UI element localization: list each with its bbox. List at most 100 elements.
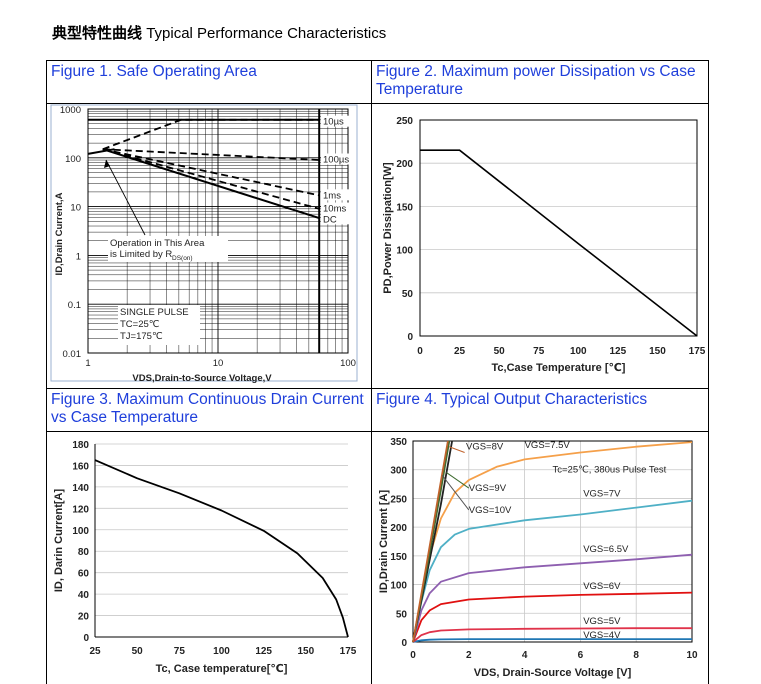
fig2-caption: Figure 2. Maximum power Dissipation vs C… — [376, 63, 696, 98]
fig4-xtick: 0 — [410, 650, 416, 661]
fig1-curve-label: 100µs — [323, 154, 349, 165]
fig3-caption: Figure 3. Maximum Continuous Drain Curre… — [51, 391, 364, 426]
fig4-curve-label: VGS=8V — [466, 442, 504, 453]
fig4-line-vgs7v — [412, 499, 693, 643]
fig4-leader-10v — [441, 475, 470, 511]
fig3-ylabel: ID, Darin Current[A] — [53, 489, 65, 593]
fig1-curve-label: DC — [323, 214, 337, 225]
fig4-line-vgs6.5v — [412, 553, 693, 643]
fig2-xtick: 100 — [570, 346, 587, 357]
fig1-caption: Figure 1. Safe Operating Area — [51, 63, 257, 80]
fig1-note-line1: Operation in This Area — [110, 238, 205, 249]
fig1-xtick: 10 — [213, 358, 224, 369]
fig1-tc-label: TC=25℃ — [120, 319, 160, 330]
fig2-ytick: 150 — [396, 202, 413, 213]
fig1-curve-label: 10ms — [323, 204, 346, 215]
fig1-ytick: 1 — [76, 251, 81, 262]
fig4-xtick: 10 — [686, 650, 698, 661]
fig1-curve-label-bg — [321, 189, 356, 201]
fig3-ytick: 120 — [72, 504, 89, 515]
fig4-ytick: 250 — [390, 494, 407, 505]
fig3-ytick: 140 — [72, 483, 89, 494]
fig4-ytick: 50 — [396, 609, 408, 620]
fig4-leader-9v — [446, 472, 470, 489]
fig3-xtick: 125 — [255, 646, 272, 657]
fig1-line-rdsonlimit — [87, 148, 115, 155]
fig1-arrow-head — [104, 160, 110, 168]
fig2-ytick: 250 — [396, 116, 413, 127]
fig4-ytick: 0 — [401, 638, 407, 649]
fig4-ytick: 200 — [390, 523, 407, 534]
fig4-curve-label: VGS=9V — [469, 483, 507, 494]
fig4-curve-label: VGS=6.5V — [583, 544, 629, 555]
fig1-curve-label-bg — [321, 115, 356, 127]
fig1-tj-label: TJ=175℃ — [120, 331, 163, 342]
fig4-ytick: 350 — [390, 437, 407, 448]
fig1-note-line2: is Limited by R — [110, 249, 172, 260]
fig1-ytick: 1000 — [60, 105, 81, 116]
fig4-xtick: 8 — [633, 650, 639, 661]
fig2-chart: 0 50 100 150 200 250 0 25 50 75 100 125 150 175 Tc,Cas… — [382, 116, 706, 374]
fig3-ytick: 40 — [78, 590, 90, 601]
fig1-plot-border — [87, 108, 349, 354]
fig1-ytick: 0.01 — [63, 349, 82, 360]
fig1-ylabel: ID,Drain Current,A — [54, 192, 65, 275]
fig4-line-vgs4v — [412, 638, 692, 643]
fig3-ytick: 0 — [83, 633, 89, 644]
fig1-frame — [50, 104, 358, 382]
fig4-curve-label: VGS=4V — [583, 630, 621, 641]
fig3-ytick: 100 — [72, 526, 89, 537]
fig1-pulse-bg — [118, 305, 200, 345]
page-title: 典型特性曲线 Typical Performance Characteristi… — [52, 22, 386, 43]
fig2-ytick: 200 — [396, 159, 413, 170]
fig3-chart: 0 20 40 60 80 100 120 140 160 180 25 50 75 100 125 150 1… — [53, 440, 357, 675]
fig2-ytick: 100 — [396, 246, 413, 257]
fig2-xtick: 25 — [454, 346, 466, 357]
fig4-ytick: 300 — [390, 466, 407, 477]
fig4-plot-border — [412, 440, 693, 643]
fig4-xtick: 6 — [578, 650, 584, 661]
fig2-ytick: 0 — [407, 332, 413, 343]
fig2-ytick: 50 — [402, 289, 414, 300]
fig2-xtick: 125 — [610, 346, 627, 357]
fig1-line-dc — [102, 148, 320, 220]
fig1-curve-label: 10µs — [323, 117, 344, 128]
figure-grid: Figure 1. Safe Operating Area Figure 2. … — [46, 60, 709, 684]
fig2-caption-cell: Figure 2. Maximum power Dissipation vs C… — [371, 60, 709, 104]
fig3-ytick: 160 — [72, 461, 89, 472]
fig2-xtick: 175 — [689, 346, 706, 357]
fig2-xtick: 50 — [494, 346, 506, 357]
fig4-curve-label: VGS=5V — [583, 616, 621, 627]
fig2-xlabel: Tc,Case Temperature [℃] — [492, 362, 626, 374]
fig3-ytick: 80 — [78, 547, 90, 558]
fig1-arrow-line — [105, 159, 146, 236]
fig1-line-10ms — [102, 148, 320, 210]
page-title-en: Typical Performance Characteristics — [146, 25, 387, 42]
fig3-ytick: 180 — [72, 440, 89, 451]
fig1-note-sub: DS(on) — [172, 255, 193, 262]
fig3-ytick: 60 — [78, 569, 90, 580]
fig4-caption-cell: Figure 4. Typical Output Characteristics — [371, 388, 709, 432]
fig2-xtick: 75 — [533, 346, 545, 357]
fig4-ylabel: ID,Drain Current [A] — [378, 490, 390, 594]
fig3-series-line — [94, 459, 349, 638]
fig2-ylabel: PD,Power Dissipation[W] — [382, 162, 394, 294]
fig1-pulse-label: SINGLE PULSE — [120, 307, 189, 318]
fig2-plot-border — [419, 119, 698, 337]
fig3-xtick: 25 — [89, 646, 101, 657]
fig4-note: Tc=25℃, 380us Pulse Test — [553, 465, 667, 476]
fig1-xtick: 1 — [85, 358, 90, 369]
fig4-cell — [371, 431, 709, 684]
fig3-xtick: 150 — [297, 646, 314, 657]
fig1-curve-label-bg — [321, 213, 356, 225]
fig4-curve-label: VGS=10V — [469, 505, 512, 516]
fig1-ytick: 0.1 — [68, 300, 81, 311]
fig4-xtick: 2 — [466, 650, 472, 661]
fig2-xtick: 0 — [417, 346, 423, 357]
fig4-curve-label: VGS=7V — [583, 489, 621, 500]
fig3-xtick: 175 — [340, 646, 357, 657]
fig4-curve-label: VGS=7.5V — [525, 440, 571, 451]
fig1-caption-cell: Figure 1. Safe Operating Area — [46, 60, 372, 104]
fig4-xtick: 4 — [522, 650, 528, 661]
